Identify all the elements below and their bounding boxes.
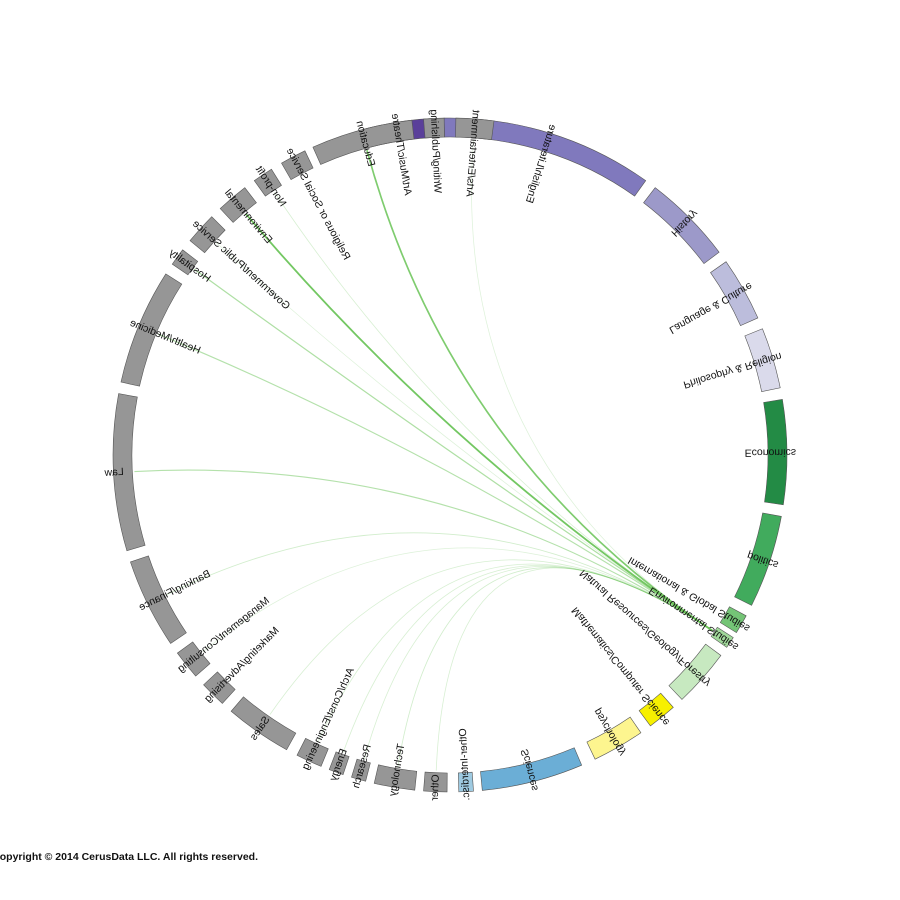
link-environmental-studies-to-arch-const-engineering[interactable] (317, 563, 713, 743)
label-management-consulting: Management/Consulting (175, 595, 272, 675)
label-economics: Economics (745, 446, 796, 458)
arc-health-medicine[interactable] (120, 273, 183, 387)
link-environmental-studies-to-arts-entertainment[interactable] (471, 139, 713, 632)
arc-environmental[interactable] (219, 187, 257, 223)
link-environmental-studies-to-banking-finance[interactable] (166, 532, 713, 632)
arc-international-global-studies[interactable] (719, 606, 747, 633)
arc-other[interactable] (423, 771, 448, 793)
link-environmental-studies-to-other[interactable] (435, 567, 713, 771)
link-environmental-studies-to-environmental[interactable] (245, 213, 714, 632)
arc-banking-finance[interactable] (130, 555, 187, 644)
link-environmental-studies-to-research[interactable] (363, 566, 713, 760)
link-environmental-studies-to-health-medicine[interactable] (157, 333, 713, 632)
link-environmental-studies-to-law[interactable] (134, 469, 713, 632)
label-arch-const-engineering: Arch/Const/Engineering (299, 666, 356, 772)
label-law: Law (104, 466, 124, 479)
arc-marketing-advertising[interactable] (203, 671, 236, 704)
label-other: Other (429, 774, 442, 801)
arc-philosophy-religion[interactable] (744, 328, 781, 392)
arc-energy[interactable] (328, 751, 350, 775)
copyright-notice: Copyright © 2014 CerusData LLC. All righ… (0, 851, 258, 863)
arc-language-culture[interactable] (710, 261, 759, 327)
arc-politics[interactable] (734, 512, 782, 606)
label-other-interdisc: Other-Interdisc. (457, 728, 472, 801)
label-research: Research (350, 743, 374, 790)
arc-sales[interactable] (230, 696, 297, 751)
chord-links (134, 139, 714, 771)
link-environmental-studies-to-sales[interactable] (269, 559, 713, 715)
arc-sciences[interactable] (480, 747, 583, 791)
label-government-public-service: Government/Public Service (190, 218, 292, 313)
arc-education[interactable] (312, 119, 415, 165)
arc-english-literature[interactable] (443, 117, 647, 197)
label-mathematics-computer-science: Mathematics/Computer Science (569, 605, 672, 728)
arc-technology[interactable] (373, 764, 418, 791)
arc-psychology[interactable] (586, 716, 642, 760)
arc-research[interactable] (351, 758, 371, 782)
arc-law[interactable] (112, 393, 146, 552)
arc-hospitality[interactable] (171, 249, 199, 276)
arc-arts-entertainment[interactable] (455, 117, 495, 141)
arc-religious-or-social-service[interactable] (281, 150, 314, 181)
arc-writing-publishing[interactable] (423, 117, 445, 139)
link-environmental-studies-to-education[interactable] (366, 149, 714, 632)
arc-economics[interactable] (763, 399, 788, 506)
arc-other-interdisc[interactable] (458, 771, 474, 793)
arc-history[interactable] (643, 187, 720, 265)
label-writing-publishing: Writing/Publishing (428, 109, 444, 193)
arc-management-consulting[interactable] (176, 641, 211, 677)
link-environmental-studies-to-government-public-service[interactable] (215, 242, 713, 632)
link-environmental-studies-to-energy[interactable] (342, 565, 713, 753)
arc-mathematics-computer-science[interactable] (638, 692, 674, 727)
link-environmental-studies-to-management-consulting[interactable] (202, 547, 713, 652)
arc-natural-resources-geology-forestry[interactable] (668, 643, 722, 700)
arc-arch-const-engineering[interactable] (296, 737, 329, 767)
label-religious-or-social-service: Religious or Social Service (284, 146, 353, 262)
arc-government-public-service[interactable] (189, 216, 226, 254)
arc-environmental-studies[interactable] (710, 626, 734, 648)
link-environmental-studies-to-hospitality[interactable] (193, 268, 713, 632)
link-environmental-studies-to-technology[interactable] (397, 567, 713, 767)
arc-non-profit[interactable] (253, 168, 282, 197)
group-arcs (112, 117, 788, 793)
group-labels: Art/Music/Theatre English/LiteratureHisto… (104, 109, 796, 801)
